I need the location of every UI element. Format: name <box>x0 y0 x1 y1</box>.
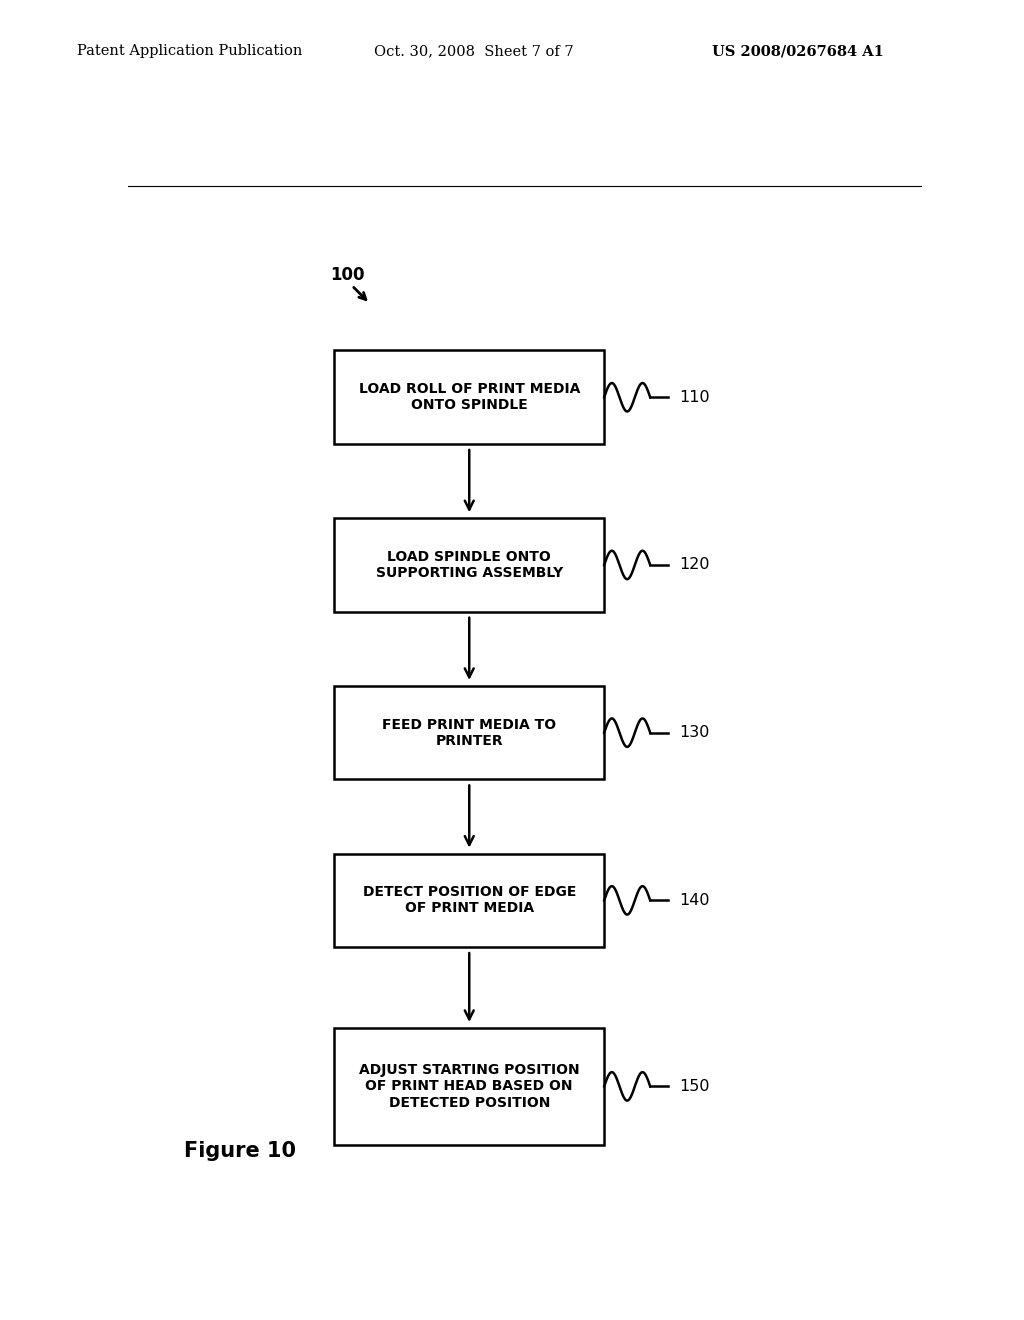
Text: Figure 10: Figure 10 <box>183 1140 296 1160</box>
FancyBboxPatch shape <box>334 519 604 611</box>
Text: 120: 120 <box>680 557 710 573</box>
Text: 110: 110 <box>680 389 711 405</box>
Text: Patent Application Publication: Patent Application Publication <box>77 45 302 58</box>
Text: 140: 140 <box>680 892 710 908</box>
FancyBboxPatch shape <box>334 854 604 948</box>
Text: 100: 100 <box>331 267 365 284</box>
FancyBboxPatch shape <box>334 1028 604 1144</box>
Text: 150: 150 <box>680 1078 710 1094</box>
Text: FEED PRINT MEDIA TO
PRINTER: FEED PRINT MEDIA TO PRINTER <box>382 718 556 747</box>
Text: Oct. 30, 2008  Sheet 7 of 7: Oct. 30, 2008 Sheet 7 of 7 <box>374 45 573 58</box>
Text: 130: 130 <box>680 725 710 741</box>
Text: ADJUST STARTING POSITION
OF PRINT HEAD BASED ON
DETECTED POSITION: ADJUST STARTING POSITION OF PRINT HEAD B… <box>359 1063 580 1110</box>
FancyBboxPatch shape <box>334 686 604 779</box>
FancyBboxPatch shape <box>334 351 604 444</box>
Text: DETECT POSITION OF EDGE
OF PRINT MEDIA: DETECT POSITION OF EDGE OF PRINT MEDIA <box>362 886 575 916</box>
Text: US 2008/0267684 A1: US 2008/0267684 A1 <box>712 45 884 58</box>
Text: LOAD ROLL OF PRINT MEDIA
ONTO SPINDLE: LOAD ROLL OF PRINT MEDIA ONTO SPINDLE <box>358 383 580 412</box>
Text: LOAD SPINDLE ONTO
SUPPORTING ASSEMBLY: LOAD SPINDLE ONTO SUPPORTING ASSEMBLY <box>376 550 563 579</box>
